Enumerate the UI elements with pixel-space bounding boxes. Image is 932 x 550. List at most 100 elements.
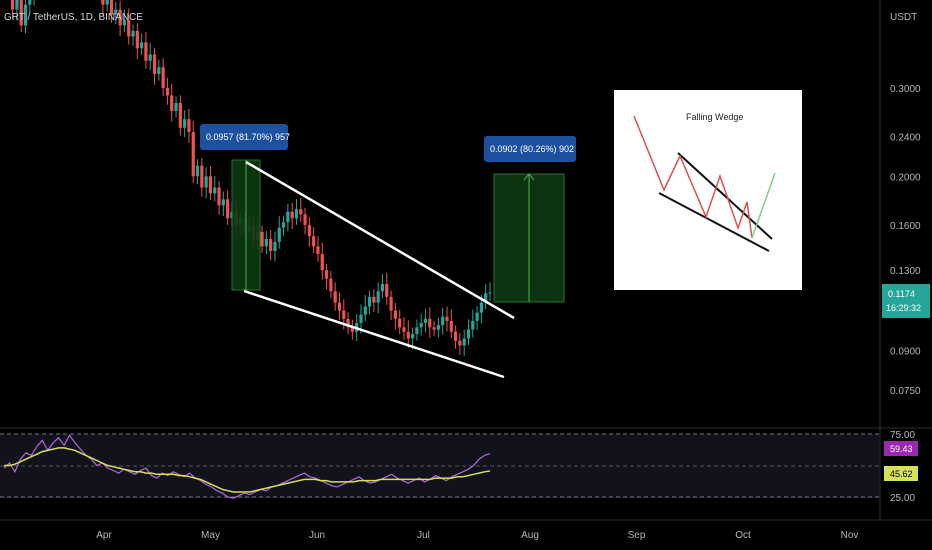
candle-body [118,9,122,26]
candle-body [350,327,354,332]
candle-body [453,331,458,341]
candle-body [346,318,350,328]
price-tick-label: 0.0900 [890,346,921,357]
candle-body [144,42,148,61]
candle-body [372,296,376,303]
candle-body [15,0,19,10]
candle-body [174,103,178,111]
time-tick-label: Nov [841,530,859,541]
candle-body [264,239,268,247]
candle-body [131,30,135,37]
candle-body [359,314,363,324]
wedge-upper-line[interactable] [245,160,515,320]
measure-tag-left-text: 0.0957 (81.70%) 957 [206,132,290,142]
price-tick-label: 0.1600 [890,221,921,232]
candlestick-series [11,0,492,357]
price-axis[interactable]: 0.3000 0.2400 0.2000 0.1600 0.1300 0.0900 0.07… [890,84,921,397]
candle-body [105,0,109,5]
candle-body [398,318,402,328]
candle-body [329,278,333,292]
candle-body [312,236,316,247]
candle-body [333,291,337,303]
inset-price-path [633,115,753,239]
inset-breakout-line [751,172,776,239]
candle-body [114,9,118,15]
candle-body [170,95,174,111]
candle-body [376,291,380,303]
candle-body [183,119,187,128]
candle-body [122,19,127,26]
rsi-value-text: 59.43 [890,444,913,454]
candle-body [204,176,208,188]
candle-body [380,284,385,292]
candle-body [281,222,286,228]
candle-body [436,325,440,330]
inset-lower-line [658,192,770,252]
time-tick-label: Sep [628,530,646,541]
candle-body [28,0,32,5]
candle-body [441,316,445,326]
rsi-axis: 75.00 25.00 [890,430,915,504]
candle-body [221,199,225,206]
price-tick-label: 0.1300 [890,266,921,277]
candle-body [479,302,483,313]
candle-body [458,340,462,346]
rsi-band [0,434,880,498]
candle-body [471,320,475,330]
candle-body [299,209,303,215]
candle-body [423,318,428,324]
candle-body [109,0,114,15]
price-tick-label: 0.2400 [890,133,921,144]
candle-body [269,239,273,251]
price-tick-label: 0.3000 [890,84,921,95]
candle-body [303,214,307,225]
candle-body [23,4,28,26]
candle-body [462,338,466,346]
candle-body [157,67,161,74]
rsi-tick-label: 75.00 [890,430,915,441]
price-tick-label: 0.0750 [890,386,921,397]
wedge-lower-line[interactable] [243,289,505,379]
candle-body [226,199,230,219]
falling-wedge-inset: Falling Wedge [614,90,802,290]
candle-body [101,0,105,5]
candle-body [316,246,320,255]
candle-body [475,312,479,321]
candle-body [127,19,131,37]
candle-body [367,296,372,307]
inset-title: Falling Wedge [686,112,743,122]
rsi-ma-text: 45.62 [890,469,913,479]
measure-arrowhead-right [523,173,535,181]
candle-body [337,302,342,311]
time-tick-label: Oct [735,530,751,541]
candle-body [410,333,415,339]
current-price-tag: 0.1174 16:29:32 [882,284,930,318]
time-axis[interactable]: Apr May Jun Jul Aug Sep Oct Nov [96,530,858,541]
time-tick-label: Aug [521,530,539,541]
measure-tag-right-text: 0.0902 (80.26%) 902 [490,144,574,154]
current-price-value: 0.1174 [888,289,915,299]
candle-body [449,320,453,332]
candle-body [161,67,165,88]
time-tick-label: Jun [309,530,325,541]
candle-body [307,224,311,237]
candle-body [385,284,389,297]
candle-body [415,327,419,334]
candle-body [140,42,144,49]
candle-body [152,54,157,74]
candle-body [213,187,217,194]
candle-body [484,293,488,303]
time-tick-label: May [201,530,220,541]
candle-body [286,211,290,223]
candle-body [19,0,23,26]
candle-body [320,254,324,271]
candle-body [428,318,432,328]
time-tick-label: Jul [417,530,430,541]
candle-body [178,103,182,128]
candle-body [217,187,221,206]
candle-body [466,329,471,339]
candle-body [419,323,423,328]
candle-body [208,176,213,194]
measure-tag-left: 0.0957 (81.70%) 957 [200,124,290,150]
